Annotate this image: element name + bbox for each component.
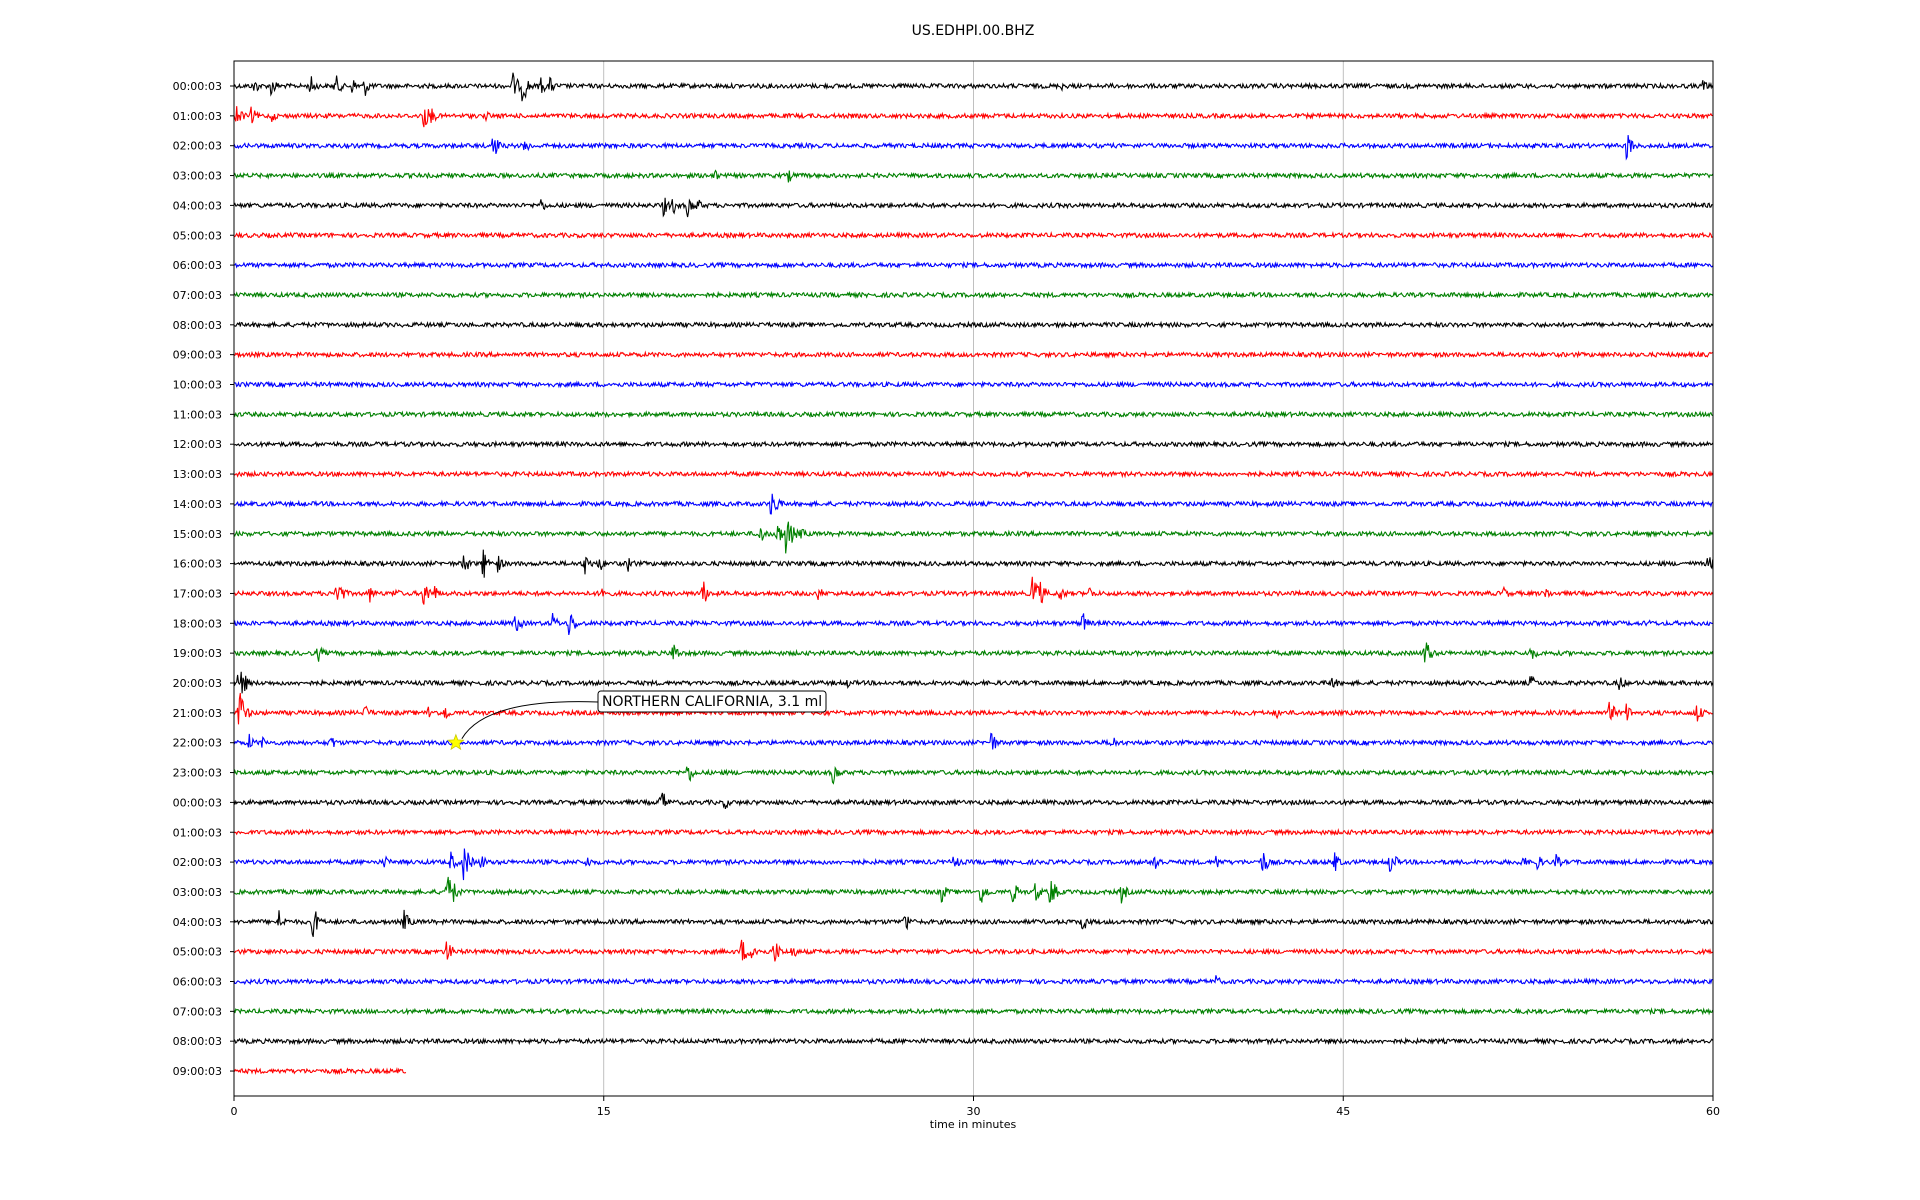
trace-line	[233, 350, 1713, 359]
row-time-label: 06:00:03	[173, 976, 222, 989]
trace-line	[233, 521, 1714, 554]
row-time-label: 02:00:03	[173, 140, 222, 153]
row-time-label: 00:00:03	[173, 796, 222, 809]
trace-line	[233, 320, 1714, 330]
trace-line	[233, 549, 1714, 578]
row-time-label: 05:00:03	[173, 946, 222, 959]
trace-line	[233, 576, 1714, 605]
trace-line	[233, 671, 1714, 694]
row-time-label: 08:00:03	[173, 319, 222, 332]
x-tick-label: 60	[1706, 1105, 1720, 1118]
row-time-label: 09:00:03	[173, 349, 222, 362]
row-time-label: 06:00:03	[173, 259, 222, 272]
row-time-label: 20:00:03	[173, 677, 222, 690]
row-time-label: 02:00:03	[173, 856, 222, 869]
trace-line	[233, 230, 1714, 240]
row-time-label: 12:00:03	[173, 438, 222, 451]
trace-line	[233, 612, 1713, 636]
trace-series	[233, 72, 1714, 1076]
row-labels: 00:00:03 01:00:03 02:00:03 03:00:03 04:00:03…	[173, 80, 234, 1078]
row-time-label: 01:00:03	[173, 826, 222, 839]
trace-line	[233, 1067, 407, 1076]
trace-line	[233, 876, 1714, 904]
row-time-label: 04:00:03	[173, 916, 222, 929]
trace-line	[234, 260, 1714, 270]
trace-line	[233, 290, 1714, 300]
event-annotation: NORTHERN CALIFORNIA, 3.1 ml	[447, 690, 827, 751]
trace-line	[233, 197, 1713, 218]
x-axis-label: time in minutes	[930, 1118, 1017, 1131]
trace-line	[233, 732, 1714, 750]
x-tick-label: 15	[597, 1105, 611, 1118]
x-tick-label: 30	[967, 1105, 981, 1118]
row-time-label: 07:00:03	[173, 289, 222, 302]
trace-line	[233, 135, 1714, 161]
trace-line	[233, 1036, 1714, 1046]
row-time-label: 18:00:03	[173, 617, 222, 630]
annotation-text: NORTHERN CALIFORNIA, 3.1 ml	[602, 694, 822, 710]
trace-line	[233, 169, 1714, 183]
row-time-label: 13:00:03	[173, 468, 222, 481]
x-tick-label: 0	[231, 1105, 238, 1118]
row-time-label: 05:00:03	[173, 229, 222, 242]
x-axis-ticks: 0 15 30 45 60	[231, 1096, 1720, 1118]
trace-line	[233, 642, 1714, 663]
row-time-label: 11:00:03	[173, 408, 222, 421]
trace-line	[233, 975, 1713, 986]
trace-line	[233, 493, 1714, 515]
trace-line	[234, 439, 1714, 449]
trace-line	[233, 410, 1714, 419]
annotation-arrow	[461, 701, 599, 739]
trace-line	[233, 692, 1713, 725]
trace-line	[233, 848, 1714, 881]
row-time-label: 22:00:03	[173, 737, 222, 750]
row-time-label: 03:00:03	[173, 170, 222, 183]
row-time-label: 03:00:03	[173, 886, 222, 899]
row-time-label: 07:00:03	[173, 1005, 222, 1018]
row-time-label: 01:00:03	[173, 110, 222, 123]
trace-line	[233, 106, 1713, 128]
trace-line	[233, 380, 1714, 389]
trace-line	[233, 469, 1714, 479]
grid-lines	[603, 61, 1344, 1096]
row-time-label: 16:00:03	[173, 558, 222, 571]
event-star-marker	[447, 733, 465, 751]
trace-line	[233, 939, 1713, 962]
row-time-label: 00:00:03	[173, 80, 222, 93]
trace-line	[233, 1007, 1714, 1016]
annotation-box	[597, 690, 827, 713]
trace-line	[233, 827, 1714, 837]
row-time-label: 09:00:03	[173, 1065, 222, 1078]
row-time-label: 21:00:03	[173, 707, 222, 720]
row-time-label: 15:00:03	[173, 528, 222, 541]
row-time-label: 10:00:03	[173, 379, 222, 392]
row-time-label: 04:00:03	[173, 199, 222, 212]
trace-line	[233, 72, 1714, 102]
row-time-label: 23:00:03	[173, 767, 222, 780]
trace-line	[233, 909, 1714, 937]
trace-line	[233, 765, 1714, 785]
row-time-label: 19:00:03	[173, 647, 222, 660]
chart-title: US.EDHPI.00.BHZ	[912, 23, 1035, 39]
trace-line	[233, 792, 1714, 810]
x-tick-label: 45	[1336, 1105, 1350, 1118]
row-time-label: 14:00:03	[173, 498, 222, 511]
row-time-label: 08:00:03	[173, 1035, 222, 1048]
row-time-label: 17:00:03	[173, 587, 222, 600]
